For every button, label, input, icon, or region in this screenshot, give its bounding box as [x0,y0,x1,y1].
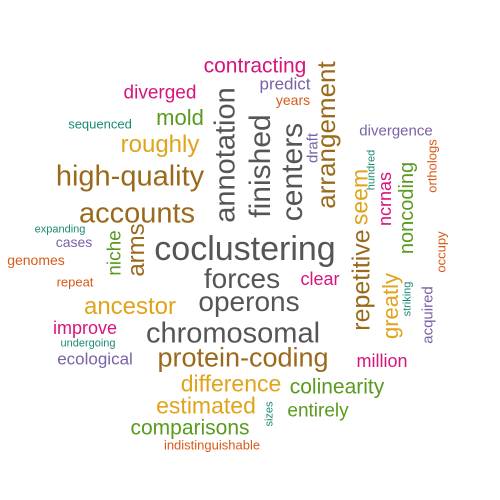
word-protein-coding: protein-coding [157,342,329,373]
word-genomes: genomes [7,252,65,268]
word-roughly: roughly [120,131,200,158]
word-occupy: occupy [433,231,449,273]
word-arms: arms [123,223,150,277]
word-diverged: diverged [123,82,197,104]
word-sequenced: sequenced [68,116,132,132]
word-expanding: expanding [34,223,86,236]
word-improve: improve [52,318,118,338]
word-million: million [356,351,408,371]
word-orthologs: orthologs [424,139,440,193]
word-forces: forces [203,263,281,294]
word-noncoding: noncoding [396,161,418,255]
word-cases: cases [55,234,93,250]
word-accounts: accounts [78,197,196,230]
word-undergoing: undergoing [60,337,116,350]
word-draft: draft [304,132,322,164]
word-clear: clear [300,269,340,289]
word-mold: mold [156,105,204,130]
word-chromosomal: chromosomal [145,317,321,350]
word-repetitive: repetitive [347,229,376,331]
word-repeat: repeat [56,274,94,290]
word-sizes: sizes [263,401,276,427]
word-annotation: annotation [209,87,242,223]
word-comparisons: comparisons [130,416,250,440]
word-years: years [275,92,311,108]
word-contracting: contracting [203,54,307,78]
word-entirely: entirely [287,400,349,422]
word-ancestor: ancestor [83,293,177,320]
word-finished: finished [244,114,277,218]
word-difference: difference [180,370,282,397]
word-acquired: acquired [419,286,437,344]
word-divergence: divergence [359,122,433,140]
word-high-quality: high-quality [55,160,205,193]
word-ecological: ecological [57,349,133,369]
word-predict: predict [259,74,311,94]
word-operons: operons [198,286,300,317]
word-indistinguishable: indistinguishable [163,437,261,453]
word-ncrnas: ncrnas [375,171,395,227]
word-greatly: greatly [378,272,403,340]
word-striking: striking [401,281,414,317]
word-coclustering: coclustering [154,230,336,268]
word-niche: niche [104,230,126,276]
word-estimated: estimated [156,392,256,419]
word-hundred: hundred [365,149,378,191]
word-centers: centers [276,122,309,222]
word-colinearity: colinearity [289,375,385,399]
